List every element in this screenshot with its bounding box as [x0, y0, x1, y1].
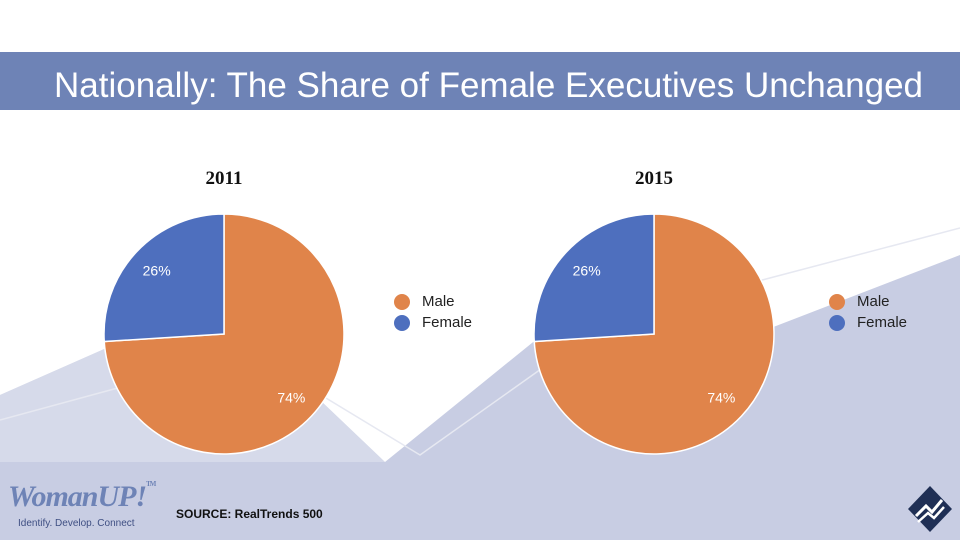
pie-chart-2015: 2015 74% 26%	[454, 165, 854, 465]
legend-swatch-male	[394, 293, 410, 310]
legend-swatch-female	[394, 314, 410, 331]
logo-wordmark: WomanUP!TM	[8, 480, 156, 513]
legend-2011: Male Female	[394, 291, 472, 333]
legend-swatch-male	[829, 293, 845, 310]
corner-logo-icon	[908, 486, 952, 532]
source-note: SOURCE: RealTrends 500	[176, 507, 323, 521]
legend-label: Male	[857, 293, 890, 310]
legend-item-female: Female	[829, 312, 907, 333]
legend-2015: Male Female	[829, 291, 907, 333]
legend-swatch-female	[829, 314, 845, 331]
pie-svg: 74% 26%	[103, 213, 345, 455]
pie-svg: 74% 26%	[533, 213, 775, 455]
pie-slice-female	[533, 213, 655, 343]
legend-item-male: Male	[394, 291, 472, 312]
pie-slice-female	[103, 213, 225, 343]
chart-title: 2011	[205, 168, 243, 189]
legend-label: Male	[422, 293, 455, 310]
legend-item-male: Male	[829, 291, 907, 312]
logo-tagline: Identify. Develop. Connect	[18, 518, 135, 529]
slide-title: Nationally: The Share of Female Executiv…	[54, 66, 924, 105]
legend-label: Female	[857, 314, 908, 331]
legend-item-female: Female	[394, 312, 472, 333]
data-label-female: 26%	[143, 263, 171, 279]
data-label-male: 74%	[707, 389, 735, 405]
pie-chart-2011: 2011 74% 26%	[24, 165, 424, 465]
data-label-male: 74%	[277, 389, 305, 405]
legend-label: Female	[422, 314, 473, 331]
data-label-female: 26%	[573, 263, 601, 279]
womanup-logo: WomanUP!TM Identify. Develop. Connect	[8, 480, 158, 535]
chart-title: 2015	[635, 168, 673, 189]
title-band	[0, 52, 960, 110]
